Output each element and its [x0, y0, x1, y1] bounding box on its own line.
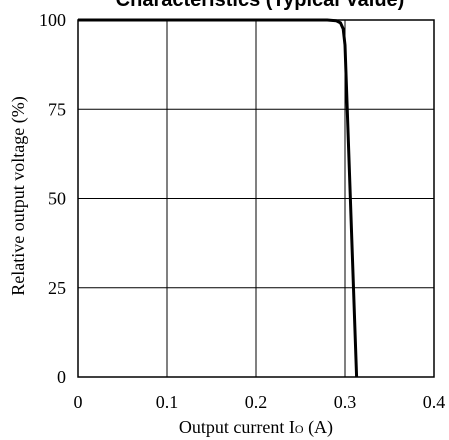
y-tick-label: 75 — [48, 99, 66, 119]
y-tick-label: 50 — [48, 189, 66, 209]
series-line — [78, 18, 359, 378]
x-tick-label: 0 — [74, 392, 83, 412]
series-layer — [78, 18, 359, 378]
x-tick-label: 0.4 — [423, 392, 446, 412]
y-tick-label: 0 — [57, 367, 66, 387]
x-tick-labels: 0 0.1 0.2 0.3 0.4 — [74, 392, 446, 412]
chart-title: Characteristics (Typical Value) — [116, 0, 405, 11]
x-tick-label: 0.3 — [334, 392, 357, 412]
x-axis-label: Output current IO (A) — [179, 417, 333, 438]
x-axis-label-unit: (A) — [304, 417, 334, 438]
y-tick-label: 25 — [48, 278, 66, 298]
y-tick-label: 100 — [39, 10, 66, 30]
x-axis-label-subscript: O — [295, 422, 304, 436]
x-axis-label-main: Output current I — [179, 417, 295, 437]
x-tick-label: 0.1 — [156, 392, 179, 412]
y-tick-labels: 0 25 50 75 100 — [39, 10, 66, 387]
x-tick-label: 0.2 — [245, 392, 268, 412]
grid-lines — [77, 19, 435, 378]
y-axis-label: Relative output voltage (%) — [8, 96, 29, 295]
